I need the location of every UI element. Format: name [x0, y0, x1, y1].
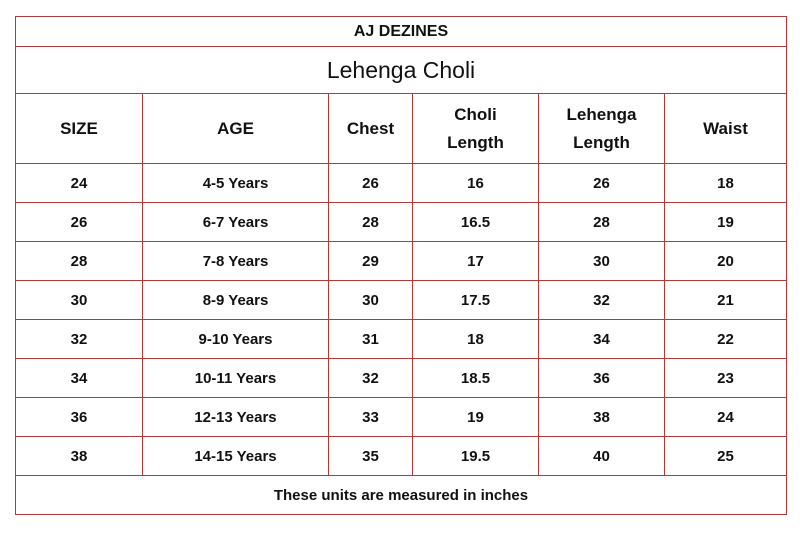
column-header-line1: Lehenga [566, 104, 637, 124]
table-row: 38 14-15 Years 35 19.5 40 25 [15, 436, 787, 476]
cell-waist: 22 [664, 319, 787, 359]
cell-choli-length: 17.5 [412, 280, 539, 320]
cell-lehenga-length: 36 [538, 358, 665, 398]
table-row: 24 4-5 Years 26 16 26 18 [15, 163, 787, 203]
units-note: These units are measured in inches [15, 475, 787, 515]
column-header-line1: AGE [217, 118, 254, 138]
column-header-line1: SIZE [60, 118, 98, 138]
cell-lehenga-length: 30 [538, 241, 665, 281]
cell-waist: 23 [664, 358, 787, 398]
column-header-line2: Length [573, 132, 630, 152]
cell-waist: 25 [664, 436, 787, 476]
table-row: 32 9-10 Years 31 18 34 22 [15, 319, 787, 359]
column-header-line1: Waist [703, 118, 748, 138]
column-header-age: AGE [142, 93, 329, 164]
header-row: SIZE AGE Chest Choli Length Lehenga Length… [15, 93, 787, 164]
footer-row: These units are measured in inches [15, 475, 787, 515]
cell-choli-length: 16 [412, 163, 539, 203]
cell-choli-length: 19 [412, 397, 539, 437]
column-header-line1: Chest [346, 118, 395, 138]
cell-chest: 29 [328, 241, 413, 281]
cell-choli-length: 18.5 [412, 358, 539, 398]
cell-lehenga-length: 26 [538, 163, 665, 203]
cell-chest: 32 [328, 358, 413, 398]
cell-choli-length: 17 [412, 241, 539, 281]
column-header-choli-length: Choli Length [412, 93, 539, 164]
cell-size: 38 [15, 436, 143, 476]
cell-size: 36 [15, 397, 143, 437]
cell-size: 24 [15, 163, 143, 203]
size-chart-table: AJ DEZINES Lehenga Choli SIZE AGE Chest … [15, 16, 787, 515]
column-header-line2: Length [447, 132, 504, 152]
cell-chest: 33 [328, 397, 413, 437]
table-row: 30 8-9 Years 30 17.5 32 21 [15, 280, 787, 320]
cell-age: 9-10 Years [142, 319, 329, 359]
cell-age: 10-11 Years [142, 358, 329, 398]
cell-chest: 28 [328, 202, 413, 242]
cell-waist: 19 [664, 202, 787, 242]
cell-age: 7-8 Years [142, 241, 329, 281]
table-row: 34 10-11 Years 32 18.5 36 23 [15, 358, 787, 398]
cell-age: 12-13 Years [142, 397, 329, 437]
column-header-chest: Chest [328, 93, 413, 164]
cell-age: 8-9 Years [142, 280, 329, 320]
column-header-size: SIZE [15, 93, 143, 164]
column-header-lehenga-length: Lehenga Length [538, 93, 665, 164]
cell-size: 26 [15, 202, 143, 242]
cell-chest: 30 [328, 280, 413, 320]
chart-title: Lehenga Choli [15, 46, 787, 94]
cell-size: 32 [15, 319, 143, 359]
cell-size: 28 [15, 241, 143, 281]
cell-waist: 20 [664, 241, 787, 281]
cell-choli-length: 16.5 [412, 202, 539, 242]
cell-lehenga-length: 40 [538, 436, 665, 476]
cell-chest: 31 [328, 319, 413, 359]
cell-age: 4-5 Years [142, 163, 329, 203]
brand-row: AJ DEZINES [15, 16, 787, 47]
cell-lehenga-length: 32 [538, 280, 665, 320]
cell-waist: 18 [664, 163, 787, 203]
table-row: 36 12-13 Years 33 19 38 24 [15, 397, 787, 437]
cell-size: 34 [15, 358, 143, 398]
cell-size: 30 [15, 280, 143, 320]
cell-choli-length: 19.5 [412, 436, 539, 476]
cell-choli-length: 18 [412, 319, 539, 359]
table-row: 28 7-8 Years 29 17 30 20 [15, 241, 787, 281]
cell-lehenga-length: 28 [538, 202, 665, 242]
cell-waist: 21 [664, 280, 787, 320]
title-row: Lehenga Choli [15, 46, 787, 94]
cell-chest: 35 [328, 436, 413, 476]
cell-lehenga-length: 34 [538, 319, 665, 359]
cell-age: 14-15 Years [142, 436, 329, 476]
column-header-waist: Waist [664, 93, 787, 164]
column-header-line1: Choli [454, 104, 497, 124]
cell-chest: 26 [328, 163, 413, 203]
cell-age: 6-7 Years [142, 202, 329, 242]
brand-name: AJ DEZINES [15, 16, 787, 47]
cell-waist: 24 [664, 397, 787, 437]
table-row: 26 6-7 Years 28 16.5 28 19 [15, 202, 787, 242]
cell-lehenga-length: 38 [538, 397, 665, 437]
